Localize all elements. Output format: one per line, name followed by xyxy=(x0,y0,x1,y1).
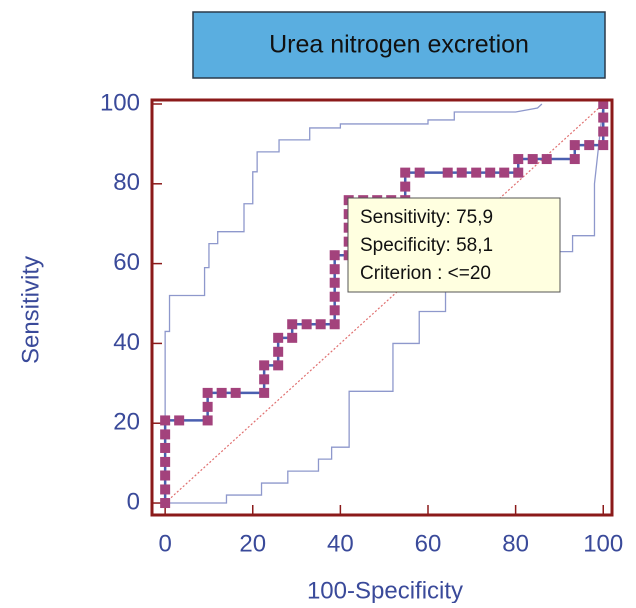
marker xyxy=(230,387,241,398)
y-tick-label: 0 xyxy=(127,488,140,515)
marker xyxy=(160,470,171,481)
tooltip-line: Sensitivity: 75,9 xyxy=(360,207,493,228)
marker xyxy=(485,167,496,178)
chart-title: Urea nitrogen excretion xyxy=(269,31,529,59)
marker xyxy=(329,264,340,275)
y-tick-label: 40 xyxy=(113,329,140,356)
tooltip-line: Specificity: 58,1 xyxy=(360,235,493,256)
tooltip-box xyxy=(347,197,561,293)
y-tick-label: 20 xyxy=(113,409,140,436)
marker xyxy=(202,387,213,398)
y-axis-label: Sensitivity xyxy=(17,256,44,364)
marker xyxy=(329,319,340,330)
marker xyxy=(160,429,171,440)
y-tick-label: 80 xyxy=(113,169,140,196)
marker xyxy=(160,498,171,509)
marker xyxy=(442,167,453,178)
marker xyxy=(216,387,227,398)
marker xyxy=(202,401,213,412)
y-tick-label: 100 xyxy=(100,89,140,116)
marker xyxy=(329,277,340,288)
marker xyxy=(329,291,340,302)
marker xyxy=(513,167,524,178)
marker xyxy=(329,250,340,261)
marker xyxy=(471,167,482,178)
curve xyxy=(165,103,604,504)
marker xyxy=(584,140,595,151)
title-box xyxy=(192,11,606,79)
x-tick-label: 20 xyxy=(239,530,266,557)
marker xyxy=(273,346,284,357)
x-tick-label: 100 xyxy=(583,530,623,557)
marker xyxy=(160,456,171,467)
marker xyxy=(202,415,213,426)
marker xyxy=(598,126,609,137)
marker xyxy=(174,415,185,426)
marker xyxy=(569,154,580,165)
marker xyxy=(160,415,171,426)
marker xyxy=(259,360,270,371)
marker xyxy=(329,305,340,316)
marker xyxy=(160,484,171,495)
x-axis-label: 100-Specificity xyxy=(307,577,463,603)
marker xyxy=(513,154,524,165)
curve xyxy=(164,103,543,504)
marker xyxy=(456,167,467,178)
marker xyxy=(541,154,552,165)
marker xyxy=(287,332,298,343)
y-tick-label: 60 xyxy=(113,249,140,276)
marker xyxy=(598,140,609,151)
marker xyxy=(287,319,298,330)
marker xyxy=(259,374,270,385)
marker xyxy=(160,442,171,453)
marker xyxy=(527,154,538,165)
plot-border xyxy=(150,98,614,517)
marker xyxy=(499,167,510,178)
marker xyxy=(315,319,326,330)
marker xyxy=(400,181,411,192)
marker xyxy=(273,332,284,343)
marker xyxy=(400,167,411,178)
marker xyxy=(259,387,270,398)
x-tick-label: 60 xyxy=(415,530,442,557)
marker xyxy=(569,140,580,151)
marker xyxy=(598,98,609,109)
x-tick-label: 0 xyxy=(158,530,171,557)
marker xyxy=(273,360,284,371)
marker xyxy=(301,319,312,330)
x-tick-label: 40 xyxy=(327,530,354,557)
x-tick-label: 80 xyxy=(502,530,529,557)
marker xyxy=(414,167,425,178)
marker xyxy=(598,112,609,123)
tooltip-line: Criterion : <=20 xyxy=(360,263,491,284)
